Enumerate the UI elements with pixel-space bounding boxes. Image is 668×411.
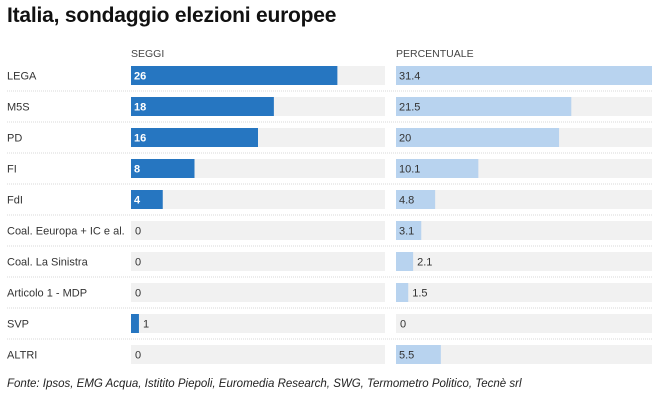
perc-value-label: 0	[400, 319, 406, 331]
seggi-value-label: 0	[135, 226, 141, 238]
seggi-value-label: 26	[134, 71, 146, 83]
category-label: ALTRI	[7, 350, 37, 362]
seggi-value-label: 16	[134, 133, 146, 145]
percentuale-column-header: PERCENTUALE	[396, 48, 474, 60]
perc-track	[396, 283, 652, 302]
perc-value-label: 3.1	[399, 226, 414, 238]
perc-bar	[396, 345, 441, 364]
perc-track	[396, 221, 652, 240]
perc-value-label: 31.4	[399, 71, 420, 83]
perc-track	[396, 345, 652, 364]
seggi-track	[131, 283, 385, 302]
category-label: FdI	[7, 195, 23, 207]
category-label: Articolo 1 - MDP	[7, 288, 87, 300]
perc-value-label: 20	[399, 133, 411, 145]
seggi-value-label: 4	[134, 195, 141, 207]
perc-bar	[396, 221, 422, 240]
seggi-track	[131, 190, 385, 209]
perc-track	[396, 190, 652, 209]
category-label: Coal. Eeuropa + IC e al.	[7, 226, 125, 238]
seggi-bar	[131, 128, 258, 147]
category-label: LEGA	[7, 71, 37, 83]
perc-value-label: 4.8	[399, 195, 414, 207]
seggi-value-label: 0	[135, 288, 141, 300]
perc-track	[396, 252, 652, 271]
perc-bar	[396, 66, 652, 85]
perc-value-label: 5.5	[399, 350, 414, 362]
seggi-bar	[131, 190, 163, 209]
perc-value-label: 21.5	[399, 102, 420, 114]
seggi-track	[131, 314, 385, 333]
perc-bar	[396, 159, 479, 178]
seggi-value-label: 18	[134, 102, 146, 114]
seggi-bar	[131, 314, 139, 333]
seggi-value-label: 0	[135, 257, 141, 269]
perc-bar	[396, 128, 560, 147]
perc-track	[396, 314, 652, 333]
seggi-bar	[131, 97, 274, 116]
seggi-value-label: 1	[143, 319, 149, 331]
category-label: SVP	[7, 319, 29, 331]
source-note: Fonte: Ipsos, EMG Acqua, Istitito Piepol…	[7, 378, 522, 390]
category-label: Coal. La Sinistra	[7, 257, 89, 269]
perc-bar	[396, 97, 572, 116]
seggi-track	[131, 345, 385, 364]
category-label: FI	[7, 164, 17, 176]
chart-title: Italia, sondaggio elezioni europee	[7, 4, 337, 27]
seggi-track	[131, 221, 385, 240]
category-label: M5S	[7, 102, 30, 114]
category-label: PD	[7, 133, 22, 145]
perc-value-label: 10.1	[399, 164, 420, 176]
seggi-bar	[131, 66, 338, 85]
perc-value-label: 2.1	[417, 257, 432, 269]
perc-value-label: 1.5	[412, 288, 427, 300]
seggi-track	[131, 252, 385, 271]
perc-bar	[396, 252, 414, 271]
seggi-value-label: 8	[134, 164, 140, 176]
perc-bar	[396, 283, 409, 302]
seggi-value-label: 0	[135, 350, 141, 362]
seggi-column-header: SEGGI	[131, 48, 165, 60]
perc-bar	[396, 190, 436, 209]
seggi-bar	[131, 159, 195, 178]
